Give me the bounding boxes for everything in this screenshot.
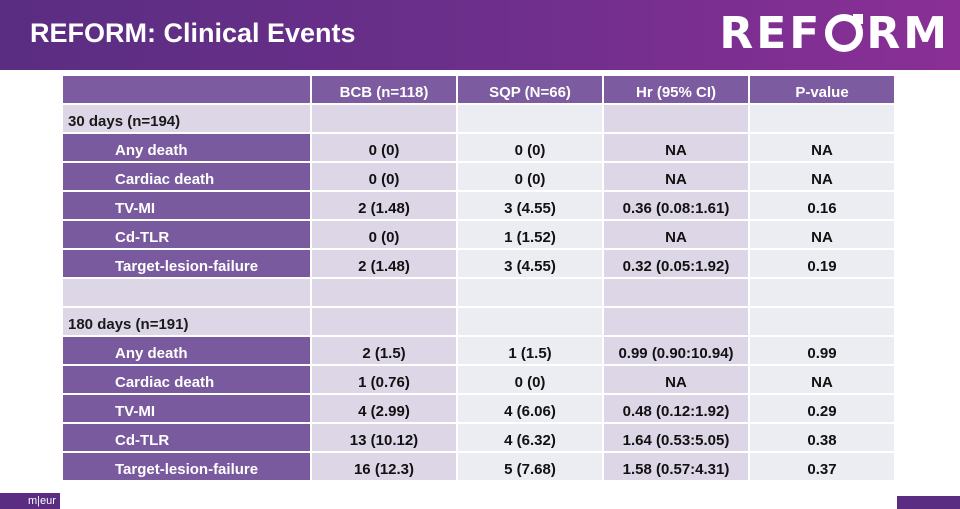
table-cell: 2 (1.5): [312, 337, 456, 364]
row-label: Target-lesion-failure: [63, 250, 310, 277]
reform-logo: REF RM: [719, 7, 950, 59]
table-cell: 0 (0): [312, 221, 456, 248]
slide-header: REFORM: Clinical Events REF RM: [0, 0, 960, 70]
footer-text: m|eur: [28, 495, 56, 507]
table-cell: 0.32 (0.05:1.92): [604, 250, 748, 277]
table-row: 30 days (n=194): [63, 105, 894, 132]
row-label: TV-MI: [63, 192, 310, 219]
table-cell-empty: [604, 105, 748, 132]
slide-title: REFORM: Clinical Events: [30, 18, 356, 48]
table-cell: NA: [750, 163, 894, 190]
table-row: Cardiac death 1 (0.76) 0 (0) NA NA: [63, 366, 894, 393]
table-cell-empty: [604, 279, 748, 306]
table-cell: 0 (0): [458, 366, 602, 393]
table-row: Any death 2 (1.5) 1 (1.5) 0.99 (0.90:10.94)…: [63, 337, 894, 364]
row-label: TV-MI: [63, 395, 310, 422]
table-cell: 1 (1.52): [458, 221, 602, 248]
header-cell-bcb: BCB (n=118): [312, 76, 456, 103]
table-cell-empty: [750, 279, 894, 306]
section-label: 180 days (n=191): [63, 308, 310, 335]
table-cell: 0 (0): [312, 163, 456, 190]
header-cell-pvalue: P-value: [750, 76, 894, 103]
table-row: Any death 0 (0) 0 (0) NA NA: [63, 134, 894, 161]
table-row: Cardiac death 0 (0) 0 (0) NA NA: [63, 163, 894, 190]
table-row: Cd-TLR 13 (10.12) 4 (6.32) 1.64 (0.53:5.05)…: [63, 424, 894, 451]
table-cell-empty: [750, 105, 894, 132]
table-cell: 0 (0): [458, 163, 602, 190]
table-cell: 16 (12.3): [312, 453, 456, 480]
table-cell-empty: [63, 279, 310, 306]
table-cell: 0.38: [750, 424, 894, 451]
clinical-events-table: BCB (n=118) SQP (N=66) Hr (95% CI) P-val…: [61, 74, 896, 482]
table-cell-empty: [604, 308, 748, 335]
table-cell: 3 (4.55): [458, 192, 602, 219]
row-label: Target-lesion-failure: [63, 453, 310, 480]
table-row: Target-lesion-failure 2 (1.48) 3 (4.55) 0.3…: [63, 250, 894, 277]
table-cell: NA: [604, 366, 748, 393]
table-cell-empty: [312, 105, 456, 132]
row-label: Cd-TLR: [63, 221, 310, 248]
table-cell: 4 (6.06): [458, 395, 602, 422]
table-cell: 0 (0): [312, 134, 456, 161]
table-cell: 1 (0.76): [312, 366, 456, 393]
table-cell: 1 (1.5): [458, 337, 602, 364]
table-row: TV-MI 4 (2.99) 4 (6.06) 0.48 (0.12:1.92) 0.2…: [63, 395, 894, 422]
table-row: TV-MI 2 (1.48) 3 (4.55) 0.36 (0.08:1.61) 0.1…: [63, 192, 894, 219]
table-cell: 1.58 (0.57:4.31): [604, 453, 748, 480]
logo-o-icon: [825, 14, 864, 52]
table-cell: NA: [604, 163, 748, 190]
table-cell: 4 (6.32): [458, 424, 602, 451]
table-cell: NA: [750, 221, 894, 248]
table-row: 180 days (n=191): [63, 308, 894, 335]
table-cell: 4 (2.99): [312, 395, 456, 422]
header-cell-label: [63, 76, 310, 103]
table-cell: 1.64 (0.53:5.05): [604, 424, 748, 451]
table-cell-empty: [458, 279, 602, 306]
header-cell-sqp: SQP (N=66): [458, 76, 602, 103]
logo-text-right: RM: [866, 7, 950, 59]
footer-bar-right: [897, 496, 960, 509]
row-label: Cd-TLR: [63, 424, 310, 451]
table-row: Cd-TLR 0 (0) 1 (1.52) NA NA: [63, 221, 894, 248]
row-label: Any death: [63, 337, 310, 364]
table-cell-empty: [312, 308, 456, 335]
row-label: Cardiac death: [63, 163, 310, 190]
table-cell: 2 (1.48): [312, 192, 456, 219]
table-cell: NA: [604, 221, 748, 248]
table-header-row: BCB (n=118) SQP (N=66) Hr (95% CI) P-val…: [63, 76, 894, 103]
table-cell: 0 (0): [458, 134, 602, 161]
table-cell-empty: [458, 308, 602, 335]
table-cell: NA: [750, 134, 894, 161]
table-cell: 0.16: [750, 192, 894, 219]
table-cell: 0.19: [750, 250, 894, 277]
table-cell: NA: [604, 134, 748, 161]
table-cell: 0.29: [750, 395, 894, 422]
table-body: 30 days (n=194) Any death 0 (0) 0 (0) NA NA Ca…: [63, 105, 894, 480]
table-cell: 0.48 (0.12:1.92): [604, 395, 748, 422]
table-cell: 3 (4.55): [458, 250, 602, 277]
footer-bar-left: [0, 493, 60, 509]
table-row: [63, 279, 894, 306]
table-cell: 2 (1.48): [312, 250, 456, 277]
table-cell: 0.37: [750, 453, 894, 480]
table-cell-empty: [312, 279, 456, 306]
table-cell: 0.99 (0.90:10.94): [604, 337, 748, 364]
table-cell: 5 (7.68): [458, 453, 602, 480]
table-cell-empty: [458, 105, 602, 132]
table-cell: 0.99: [750, 337, 894, 364]
table-cell-empty: [750, 308, 894, 335]
section-label: 30 days (n=194): [63, 105, 310, 132]
logo-text-left: REF: [719, 7, 823, 59]
table-cell: 0.36 (0.08:1.61): [604, 192, 748, 219]
table-row: Target-lesion-failure 16 (12.3) 5 (7.68) 1.…: [63, 453, 894, 480]
row-label: Cardiac death: [63, 366, 310, 393]
row-label: Any death: [63, 134, 310, 161]
table-cell: 13 (10.12): [312, 424, 456, 451]
table-cell: NA: [750, 366, 894, 393]
header-cell-hr: Hr (95% CI): [604, 76, 748, 103]
